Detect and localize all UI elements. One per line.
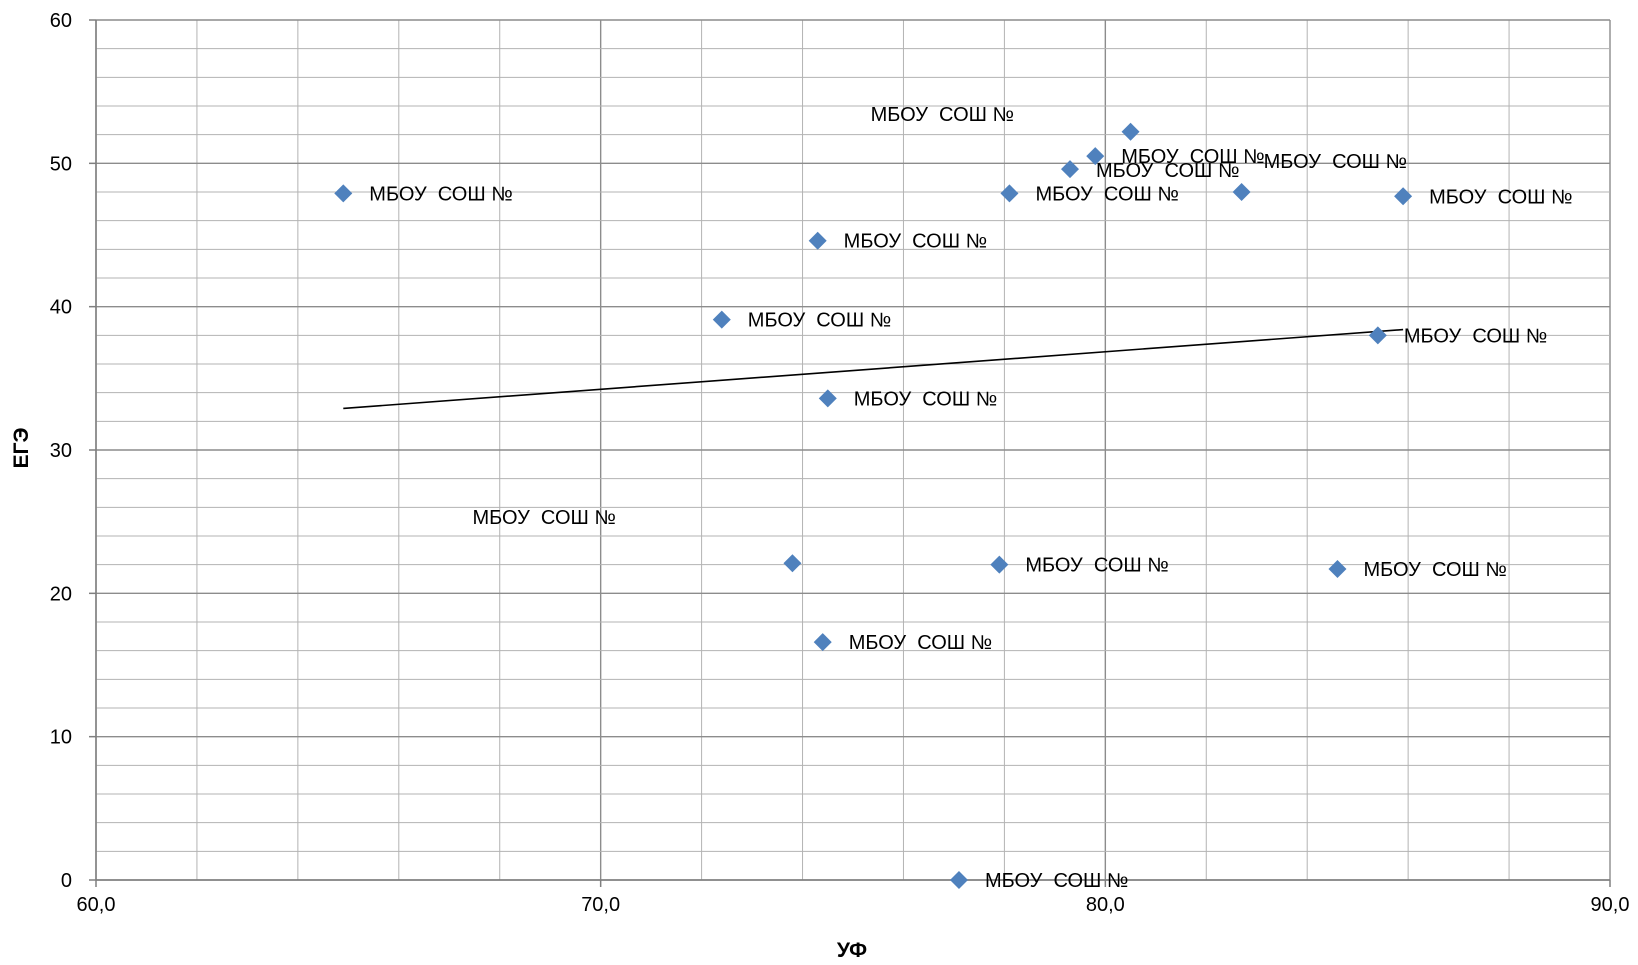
point-label: МБОУ СОШ № (1264, 151, 1407, 173)
data-point (1000, 184, 1019, 203)
data-point (712, 310, 731, 329)
trendline (343, 328, 1404, 410)
data-point (990, 555, 1009, 574)
y-tick-label: 40 (50, 297, 72, 319)
point-label: МБОУ СОШ № (1404, 325, 1547, 347)
point-label: МБОУ СОШ № (1096, 160, 1239, 182)
grid (89, 19, 1611, 887)
x-tick-label: 90,0 (1591, 894, 1630, 916)
data-point (1121, 122, 1140, 141)
data-point (1368, 326, 1387, 345)
y-tick-label: 10 (50, 727, 72, 749)
point-label: МБОУ СОШ № (854, 388, 997, 410)
x-axis-title: УФ (837, 939, 867, 962)
point-label: МБОУ СОШ № (1035, 183, 1178, 205)
data-point (334, 184, 353, 203)
data-point (1328, 559, 1347, 578)
point-label: МБОУ СОШ № (472, 507, 615, 529)
y-axis-title: ЕГЭ (10, 428, 33, 469)
y-tick-label: 30 (50, 440, 72, 462)
y-tick-label: 20 (50, 583, 72, 605)
data-point (949, 871, 968, 889)
point-label: МБОУ СОШ № (1363, 559, 1506, 581)
point-label: МБОУ СОШ № (844, 231, 987, 253)
trendline-group (343, 328, 1404, 410)
point-label: МБОУ СОШ № (1025, 555, 1168, 577)
point-label: МБОУ СОШ № (1121, 146, 1264, 168)
data-point (1232, 183, 1251, 201)
data-point (1086, 147, 1105, 166)
y-tick-label: 50 (50, 153, 72, 175)
point-label: МБОУ СОШ № (985, 870, 1128, 892)
data-point (783, 554, 802, 573)
data-point (1394, 187, 1413, 206)
points-group (334, 122, 1413, 889)
point-label: МБОУ СОШ № (871, 104, 1014, 126)
point-label: МБОУ СОШ № (748, 310, 891, 332)
tick-labels-group: 60,0 70,0 80,0 90,0 0 10 20 30 40 50 60 (50, 10, 1630, 916)
data-point (813, 633, 832, 652)
data-point (808, 231, 827, 250)
x-tick-label: 80,0 (1086, 894, 1125, 916)
y-tick-label: 0 (61, 870, 72, 892)
x-tick-label: 60,0 (77, 894, 116, 916)
data-point (1061, 160, 1080, 179)
data-point (818, 389, 837, 408)
point-label: МБОУ СОШ № (849, 632, 992, 654)
x-tick-label: 70,0 (581, 894, 620, 916)
y-tick-label: 60 (50, 10, 72, 32)
point-label: МБОУ СОШ № (1429, 186, 1572, 208)
point-label: МБОУ СОШ № (369, 183, 512, 205)
